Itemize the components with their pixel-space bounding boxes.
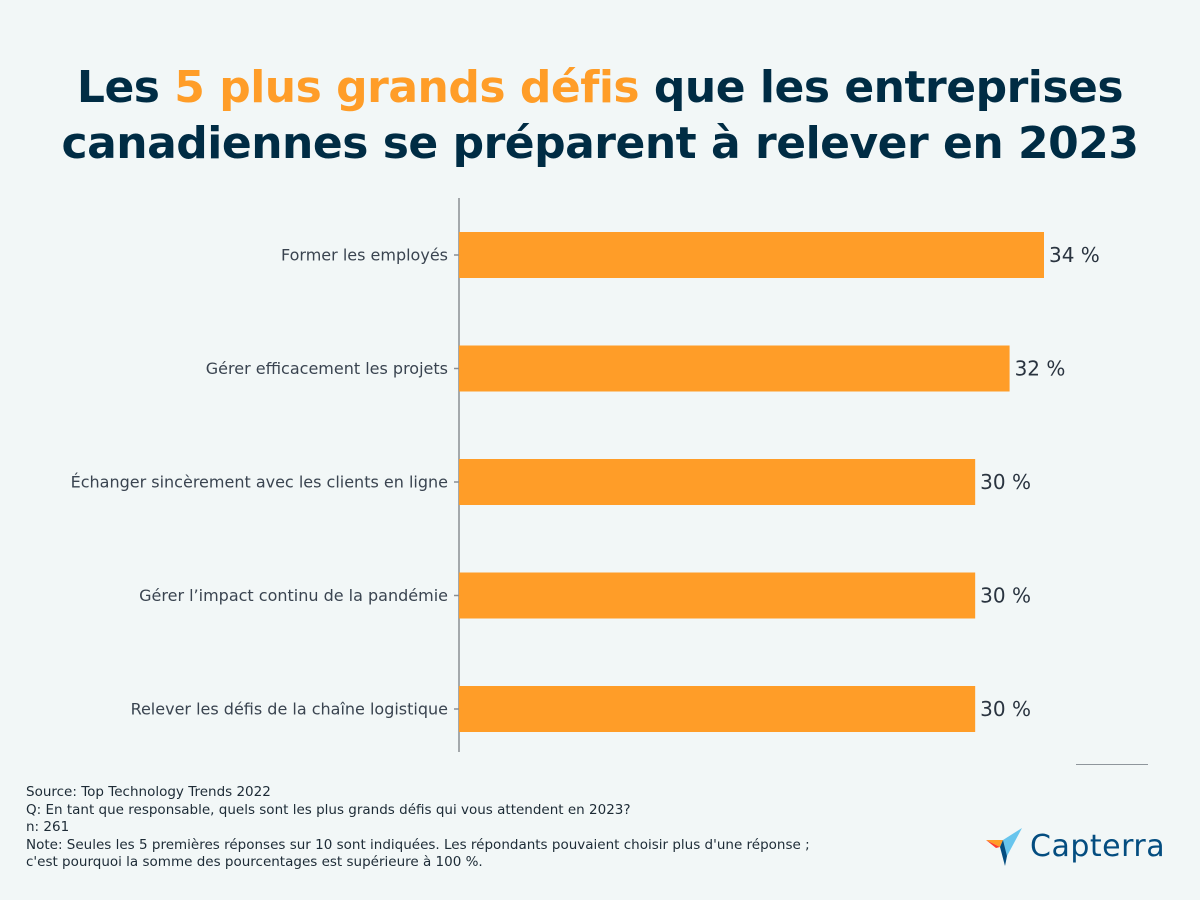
source-text: Source: Top Technology Trends 2022 — [26, 784, 271, 800]
note-line-2: c'est pourquoi la somme des pourcentages… — [26, 854, 483, 870]
capterra-arrow-icon — [986, 828, 1022, 866]
category-label: Relever les défis de la chaîne logistiqu… — [131, 700, 448, 719]
title-part-1: Les — [76, 62, 175, 113]
bar-1 — [459, 232, 1044, 278]
chart-title: Les 5 plus grands défis que les entrepri… — [0, 60, 1200, 172]
footer-note: Source: Top Technology Trends 2022 Q: En… — [26, 784, 926, 872]
bars-group: Former les employés 34 % Gérer efficacemen… — [71, 232, 1100, 732]
question-text: Q: En tant que responsable, quels sont l… — [26, 801, 631, 818]
value-label: 34 % — [1049, 243, 1100, 267]
chart-title-line-2: canadiennes se préparent à relever en 20… — [61, 118, 1139, 169]
bar-5 — [459, 686, 976, 732]
category-label: Gérer l’impact continu de la pandémie — [139, 586, 448, 605]
category-label: Gérer efficacement les projets — [206, 359, 448, 378]
value-label: 30 % — [980, 470, 1031, 494]
bar-4 — [459, 572, 976, 619]
category-label: Former les employés — [281, 246, 448, 265]
title-part-2: que les entreprises — [639, 62, 1124, 113]
value-label: 32 % — [1015, 357, 1066, 381]
capterra-wordmark: Capterra — [1030, 828, 1166, 864]
chart-title-line-1: Les 5 plus grands défis que les entrepri… — [0, 60, 1200, 116]
title-highlight: 5 plus grands défis — [174, 62, 640, 113]
bar-3 — [459, 459, 976, 505]
value-label: 30 % — [980, 697, 1031, 721]
divider — [1076, 764, 1148, 765]
note-line-1: Note: Seules les 5 premières réponses su… — [26, 836, 810, 853]
value-label: 30 % — [980, 584, 1031, 608]
bar-2 — [459, 345, 1010, 392]
capterra-logo: Capterra — [984, 824, 1165, 868]
category-label: Échanger sincèrement avec les clients en… — [71, 473, 448, 492]
sample-size-text: n: 261 — [26, 819, 70, 835]
